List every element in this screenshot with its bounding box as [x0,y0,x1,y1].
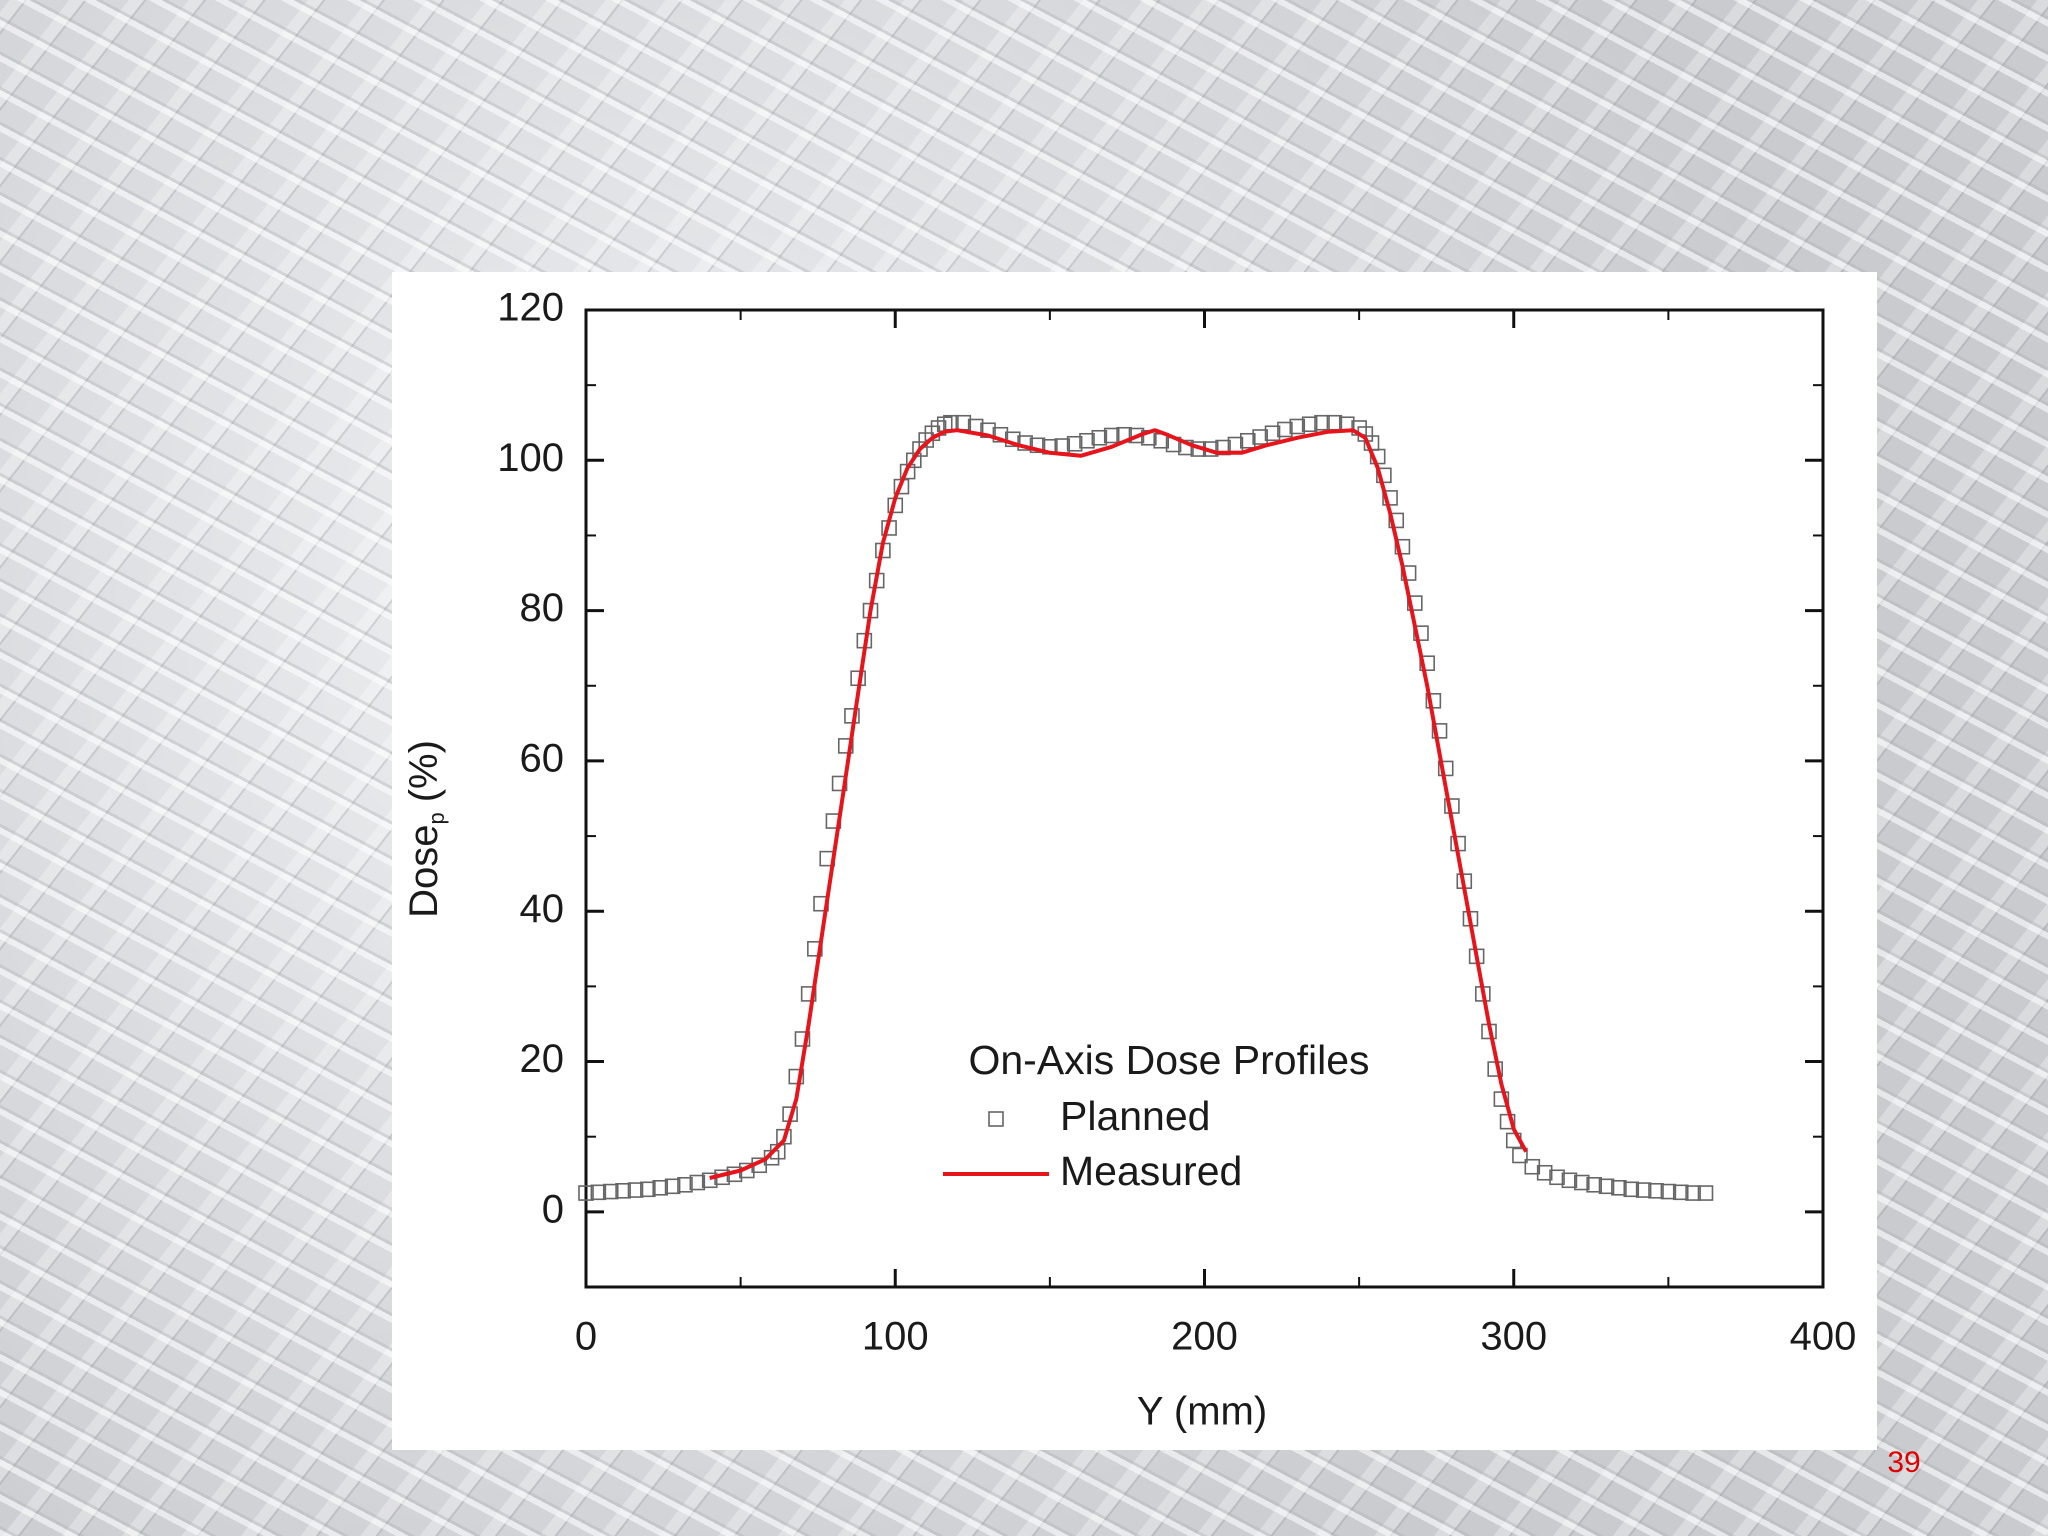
planned-point [1289,418,1306,435]
planned-point [1524,1158,1541,1175]
x-tick-label: 100 [862,1315,929,1359]
planned-point [837,738,854,754]
planned-point [1079,432,1095,449]
planned-point [1066,435,1083,452]
planned-point [906,452,922,469]
planned-point [1493,1091,1510,1107]
x-tick-label: 0 [575,1315,597,1359]
planned-point [701,1172,718,1189]
planned-point [1685,1185,1701,1201]
y-label-unit: (%) [402,740,446,802]
planned-point [1573,1174,1590,1191]
y-tick-label: 120 [497,286,564,330]
planned-point [590,1184,607,1201]
planned-point [1239,432,1256,449]
y-label-main: Dose [402,825,446,918]
planned-point [578,1185,594,1201]
planned-point [1264,425,1281,442]
planned-point [652,1179,669,1196]
planned-point [677,1176,693,1193]
planned-point [1697,1185,1714,1201]
planned-point [1549,1169,1565,1186]
planned-point [1672,1184,1689,1201]
planned-point [1660,1183,1677,1200]
planned-point [1648,1183,1664,1199]
y-tick-label: 0 [542,1187,564,1231]
x-tick-label: 200 [1171,1315,1238,1359]
planned-point [1103,427,1120,444]
planned-point [1437,760,1454,777]
planned-point [627,1182,644,1198]
legend-label: Planned [1060,1093,1210,1139]
planned-point [1314,414,1330,431]
planned-point [1277,421,1293,438]
y-label-sub: p [424,812,449,824]
y-tick-label: 60 [520,736,565,780]
planned-point [1301,416,1318,433]
legend-title: On-Axis Dose Profiles [968,1037,1369,1083]
x-axis-label: Y (mm) [1137,1390,1267,1434]
x-tick-label: 300 [1480,1315,1547,1359]
planned-point [640,1181,656,1198]
planned-point [1499,1113,1516,1130]
planned-point [602,1183,619,1200]
y-tick-label: 20 [520,1037,565,1081]
planned-point [800,986,817,1002]
planned-point [664,1178,681,1195]
planned-point [1623,1181,1640,1198]
planned-point [1029,437,1046,454]
planned-point [1400,565,1417,581]
planned-point [1598,1178,1615,1195]
chart-panel [392,272,1877,1450]
planned-point [776,1128,792,1145]
planned-point [1425,692,1442,709]
y-tick-label: 100 [497,436,564,480]
planned-point [1388,512,1405,529]
planned-point [992,426,1009,443]
planned-point [1382,490,1398,506]
planned-point [1091,429,1108,446]
planned-point [1561,1172,1578,1189]
planned-point [615,1183,631,1199]
planned-point [1512,1147,1528,1164]
x-tick-label: 400 [1790,1315,1857,1359]
measured-line [709,428,1528,1180]
planned-point [1635,1182,1652,1198]
planned-point [788,1068,805,1085]
y-tick-label: 40 [520,887,565,931]
planned-point [1586,1176,1602,1193]
planned-point [1611,1179,1627,1196]
planned-point [912,441,928,457]
page-number: 39 [1887,1446,1920,1479]
planned-point [1419,655,1435,672]
planned-point [1252,429,1268,445]
planned-point [689,1174,706,1191]
planned-point [1536,1164,1553,1181]
legend-marker [988,1111,1004,1127]
y-tick-label: 80 [520,586,565,630]
planned-point [1406,595,1423,611]
legend-label: Measured [1060,1148,1242,1194]
planned-point [1413,625,1429,641]
planned-point [1394,538,1411,555]
planned-point [1431,723,1448,739]
y-axis-label: Dosep (%) [402,740,449,918]
planned-point [794,1031,811,1047]
planned-point [1376,467,1392,484]
